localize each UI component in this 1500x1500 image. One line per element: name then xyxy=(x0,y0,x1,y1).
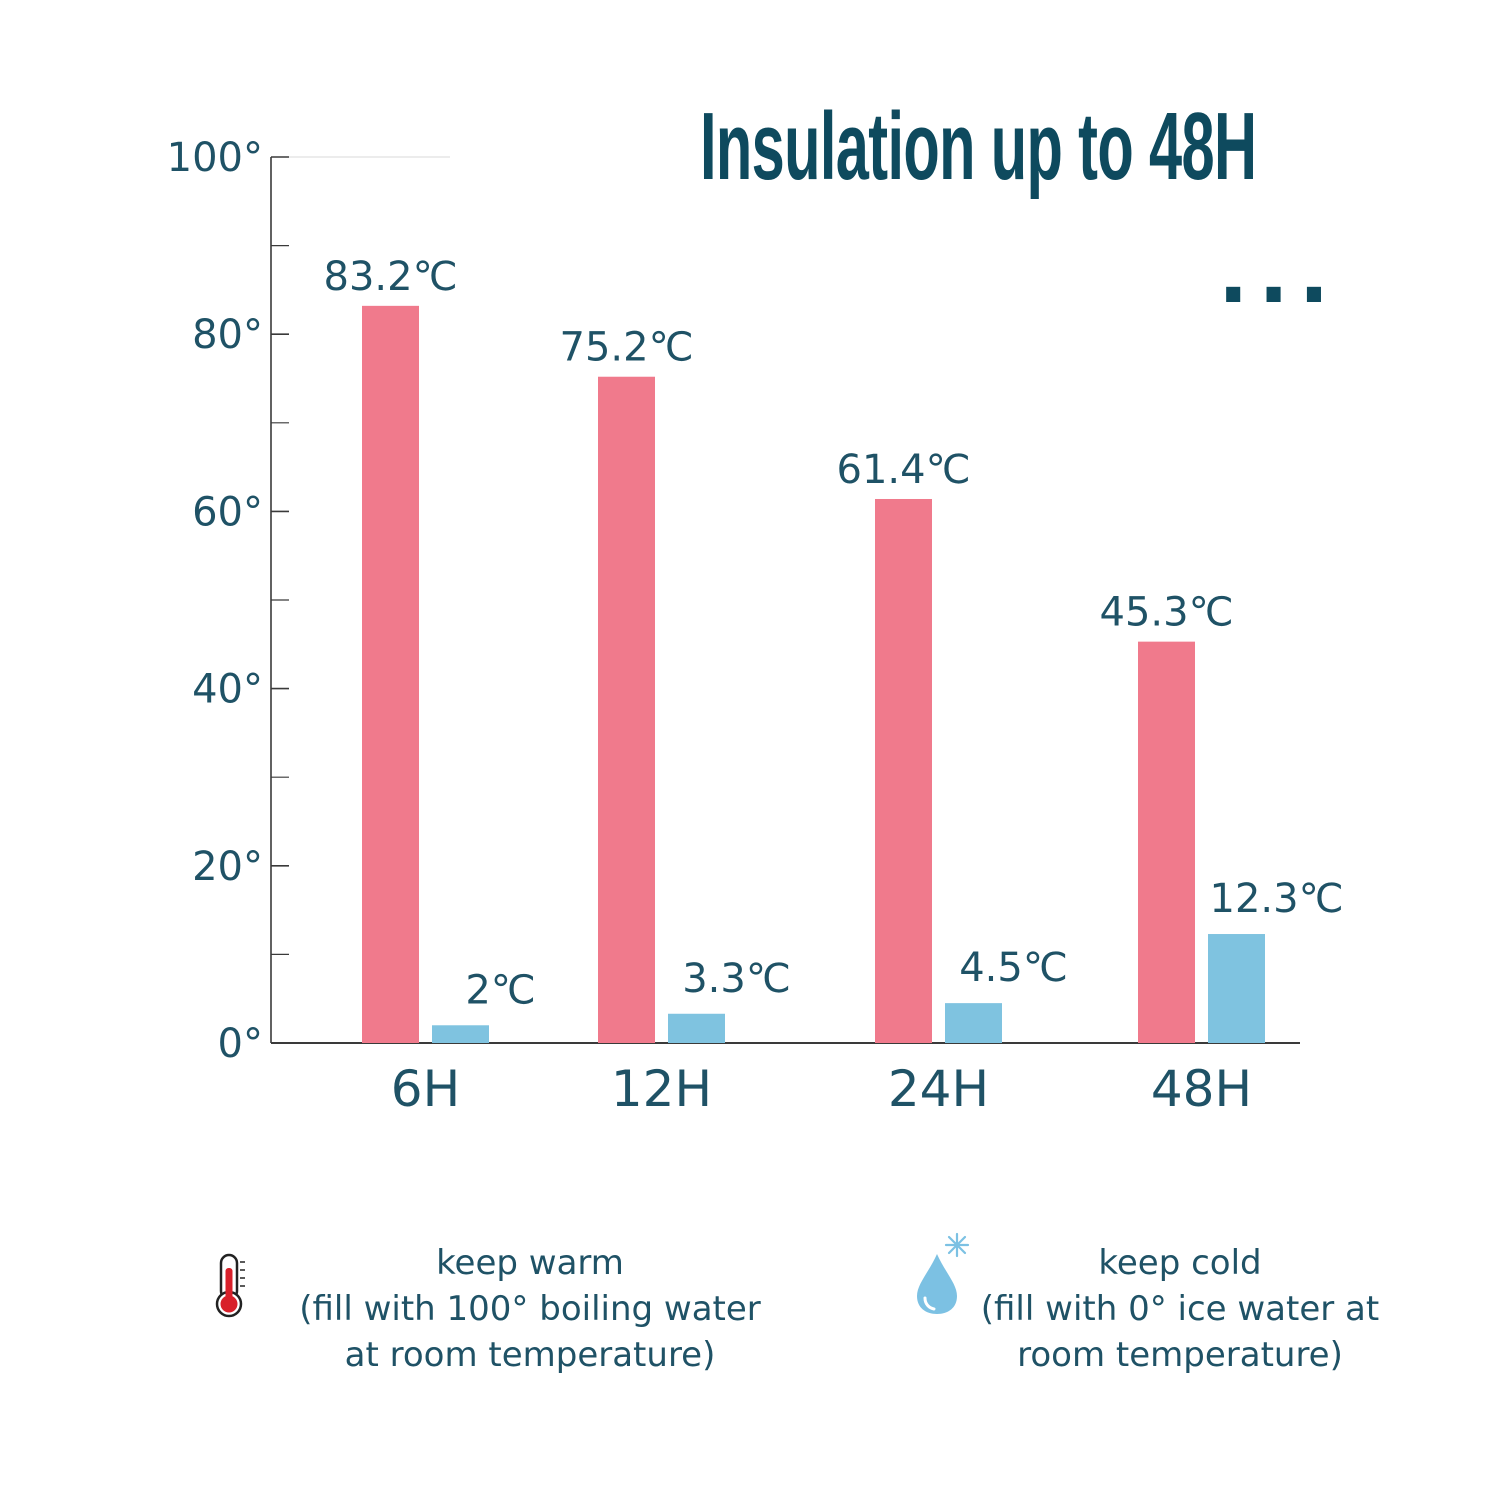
legend-keep-warm: keep warm (fill with 100° boiling water … xyxy=(280,1240,780,1378)
chart-title: Insulation up to 48H xyxy=(700,93,1257,200)
legend-cold-title: keep cold xyxy=(1098,1243,1262,1283)
y-tick-label-40: 40° xyxy=(192,667,263,713)
cold-bar-6H xyxy=(432,1025,489,1043)
legend-warm-title: keep warm xyxy=(436,1243,624,1283)
cold-bar-48H xyxy=(1208,934,1265,1043)
x-category-label-48H: 48H xyxy=(1151,1060,1252,1118)
warm-value-label-12H: 75.2℃ xyxy=(560,325,694,371)
legend-warm-line-2: at room temperature) xyxy=(344,1335,716,1375)
x-category-label-6H: 6H xyxy=(391,1060,460,1118)
x-category-label-12H: 12H xyxy=(611,1060,712,1118)
thermometer-icon xyxy=(215,1253,245,1318)
legend-warm-line-1: (fill with 100° boiling water xyxy=(299,1289,761,1329)
warm-bar-24H xyxy=(875,498,932,1044)
more-indicator-ellipsis-icon: ... xyxy=(1218,228,1339,321)
warm-bar-12H xyxy=(598,376,655,1043)
x-category-label-24H: 24H xyxy=(888,1060,989,1118)
y-tick-label-100: 100° xyxy=(167,135,263,181)
y-tick-label-60: 60° xyxy=(192,489,263,535)
legend-cold-line-2: room temperature) xyxy=(1017,1335,1343,1375)
cold-value-label-6H: 2℃ xyxy=(465,967,535,1013)
cold-bar-24H xyxy=(945,1003,1002,1043)
cold-value-label-24H: 4.5℃ xyxy=(959,945,1068,991)
legend-cold-line-1: (fill with 0° ice water at xyxy=(980,1289,1380,1329)
cold-value-label-12H: 3.3℃ xyxy=(682,956,791,1002)
warm-bar-48H xyxy=(1138,641,1195,1043)
warm-value-label-6H: 83.2℃ xyxy=(324,254,458,300)
cold-value-label-48H: 12.3℃ xyxy=(1210,876,1344,922)
y-tick-label-20: 20° xyxy=(192,844,263,890)
warm-bar-6H xyxy=(362,305,419,1043)
warm-value-label-48H: 45.3℃ xyxy=(1100,590,1234,636)
warm-value-label-24H: 61.4℃ xyxy=(837,447,971,493)
y-tick-label-0: 0° xyxy=(218,1021,263,1067)
water-drop-snowflake-icon xyxy=(917,1232,970,1314)
y-tick-label-80: 80° xyxy=(192,312,263,358)
cold-bar-12H xyxy=(668,1013,725,1043)
legend-keep-cold: keep cold (fill with 0° ice water at roo… xyxy=(960,1240,1400,1378)
